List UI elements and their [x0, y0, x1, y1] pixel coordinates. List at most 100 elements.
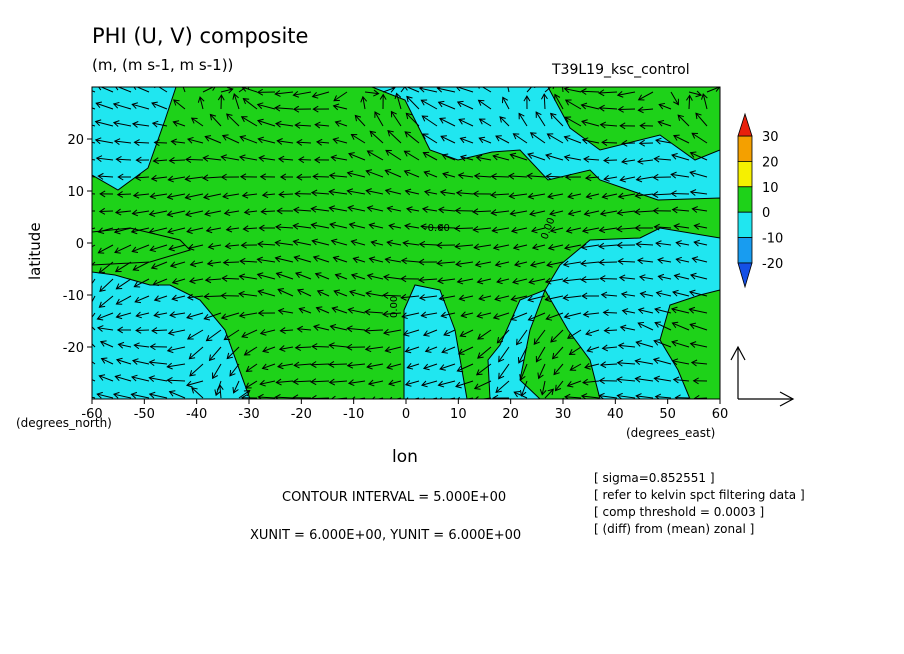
wind-vector-head — [634, 192, 641, 199]
wind-vector-head — [583, 155, 590, 163]
wind-vector-head — [229, 370, 236, 377]
wind-vector-head — [257, 289, 264, 296]
wind-vector — [203, 176, 222, 179]
wind-vector — [636, 395, 654, 399]
wind-vector — [134, 141, 150, 144]
wind-vector — [167, 346, 186, 352]
wind-vector-head — [274, 90, 281, 97]
wind-vector — [440, 135, 456, 144]
wind-vector — [153, 278, 168, 286]
wind-vector — [581, 261, 600, 265]
wind-vector-head — [509, 152, 517, 160]
wind-vector — [672, 291, 690, 297]
x-tick-label: -40 — [186, 407, 207, 422]
wind-vector — [564, 156, 582, 161]
wind-vector — [581, 278, 600, 281]
wind-vector-head — [204, 276, 212, 284]
wind-vector-head — [569, 364, 577, 371]
wind-vector-head — [616, 359, 624, 367]
wind-vector — [116, 278, 132, 290]
wind-vector — [513, 133, 528, 144]
wind-vector-head — [509, 209, 517, 217]
wind-vector — [533, 329, 546, 345]
wind-vector — [637, 159, 654, 163]
wind-vector-head — [404, 188, 412, 196]
wind-vector — [438, 208, 456, 212]
wind-vector-head — [332, 103, 340, 111]
wind-vector — [562, 87, 564, 93]
wind-vector — [658, 121, 672, 127]
wind-vector — [294, 363, 312, 366]
wind-vector — [655, 139, 672, 144]
wind-vector-head — [310, 222, 318, 229]
wind-vector-head — [346, 325, 353, 333]
note-line: [ (diff) from (mean) zonal ] — [594, 522, 755, 536]
wind-vector-head — [637, 257, 644, 265]
wind-vector-head — [598, 377, 605, 385]
wind-vector — [586, 193, 600, 198]
wind-vector-head — [516, 338, 523, 346]
wind-vector-head — [152, 157, 159, 165]
wind-vector — [385, 346, 402, 352]
wind-vector-head — [204, 209, 211, 217]
wind-vector-head — [152, 279, 160, 287]
wind-vector-head — [366, 150, 374, 157]
wind-vector-head — [671, 206, 679, 214]
wind-vector-head — [112, 120, 120, 127]
wind-vector — [528, 295, 546, 301]
wind-vector — [492, 227, 510, 232]
wind-vector — [404, 170, 420, 178]
wind-vector-head — [99, 190, 106, 198]
wind-vector-head — [328, 172, 336, 180]
wind-vector — [636, 341, 654, 348]
wind-vector-head — [294, 190, 301, 198]
wind-vector — [396, 93, 402, 110]
wind-vector — [706, 87, 720, 93]
wind-vector — [423, 152, 438, 161]
wind-vector — [311, 208, 330, 212]
wind-vector — [351, 134, 366, 144]
wind-vector-head — [206, 259, 214, 267]
wind-vector — [348, 380, 366, 384]
wind-vector-head — [621, 308, 629, 315]
wind-vector — [477, 278, 492, 283]
colorbar: 30 20 10 0 -10 -20 — [737, 112, 783, 289]
wind-vector-head — [373, 89, 380, 97]
wind-vector — [240, 136, 258, 144]
wind-vector — [516, 329, 528, 345]
x-tick-label: -50 — [134, 407, 155, 422]
wind-vector-head — [637, 307, 645, 315]
wind-vector — [583, 158, 600, 161]
wind-vector — [331, 240, 348, 246]
wind-vector — [518, 346, 528, 364]
wind-vector — [224, 329, 240, 341]
wind-vector-head — [351, 396, 356, 399]
wind-vector-head — [134, 174, 142, 181]
wind-vector — [402, 312, 420, 318]
wind-vector — [136, 312, 150, 317]
wind-vector — [550, 329, 564, 343]
wind-vector-head — [244, 382, 252, 389]
wind-vector-head — [539, 388, 547, 396]
wind-vector — [173, 99, 186, 110]
wind-vector-head — [692, 377, 699, 385]
wind-vector-head — [549, 209, 556, 217]
wind-vector — [689, 308, 708, 314]
wind-vector — [258, 396, 276, 399]
wind-vector-head — [404, 131, 411, 138]
wind-vector-head — [439, 189, 447, 196]
wind-vector-head — [478, 294, 485, 302]
wind-vector — [545, 154, 564, 161]
wind-vector — [547, 133, 564, 144]
wind-vector-head — [403, 169, 411, 177]
wind-vector-head — [184, 175, 191, 183]
wind-vector-head — [311, 92, 319, 99]
wind-vector-head — [512, 277, 519, 285]
wind-vector — [293, 240, 312, 246]
wind-vector-head — [115, 283, 123, 290]
wind-vector-head — [513, 260, 521, 268]
wind-vector-head — [148, 227, 156, 235]
wind-vector — [460, 156, 474, 161]
wind-vector — [638, 108, 654, 111]
wind-vector-head — [169, 261, 177, 269]
